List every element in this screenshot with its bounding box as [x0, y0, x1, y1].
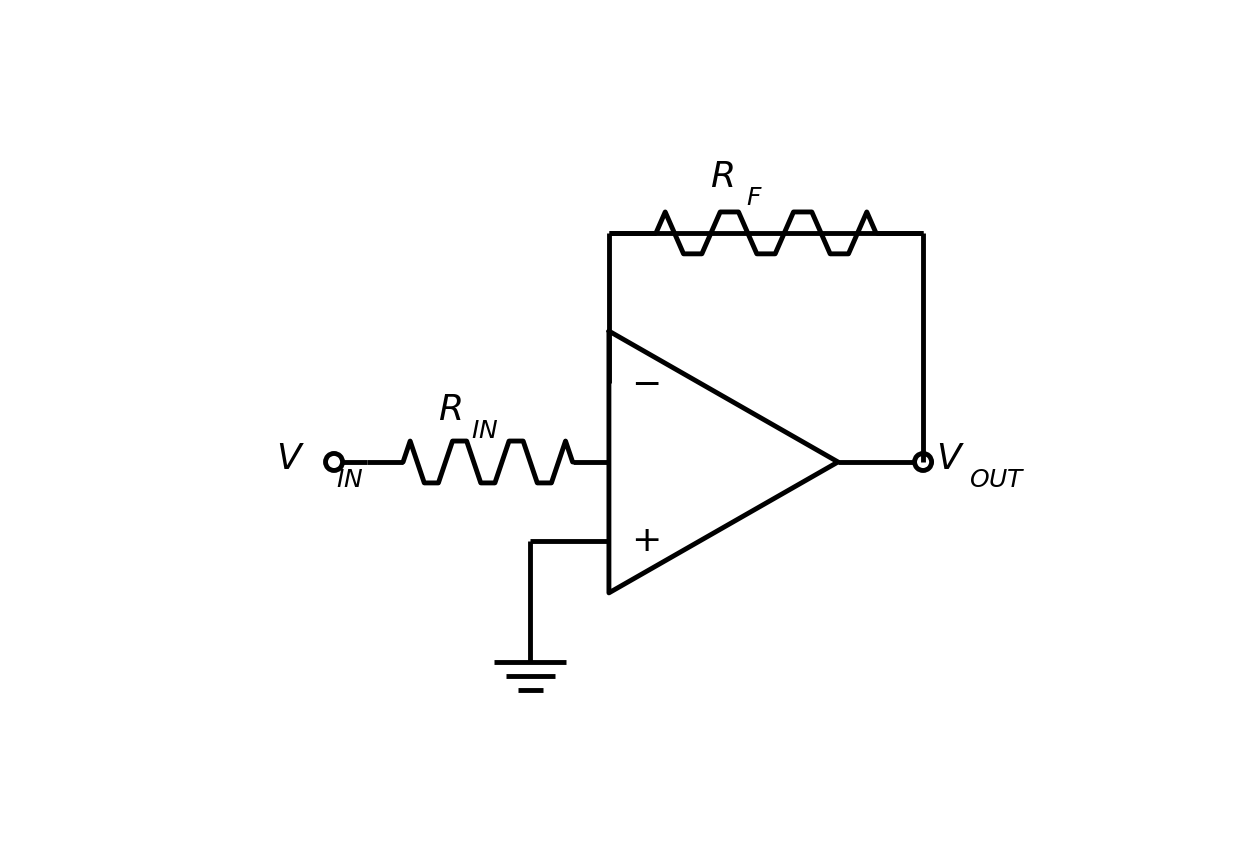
Text: $\mathit{OUT}$: $\mathit{OUT}$	[969, 468, 1025, 492]
Text: $+$: $+$	[631, 524, 659, 558]
Text: $\mathit{IN}$: $\mathit{IN}$	[336, 468, 363, 492]
Text: $\mathit{F}$: $\mathit{F}$	[746, 186, 762, 210]
Text: $\mathit{R}$: $\mathit{R}$	[438, 393, 462, 427]
Text: $\mathit{IN}$: $\mathit{IN}$	[472, 418, 498, 443]
Text: $-$: $-$	[631, 366, 659, 400]
Text: $\mathit{R}$: $\mathit{R}$	[710, 161, 734, 195]
Text: $\mathit{V}$: $\mathit{V}$	[936, 442, 965, 476]
Text: $\mathit{V}$: $\mathit{V}$	[275, 442, 304, 476]
